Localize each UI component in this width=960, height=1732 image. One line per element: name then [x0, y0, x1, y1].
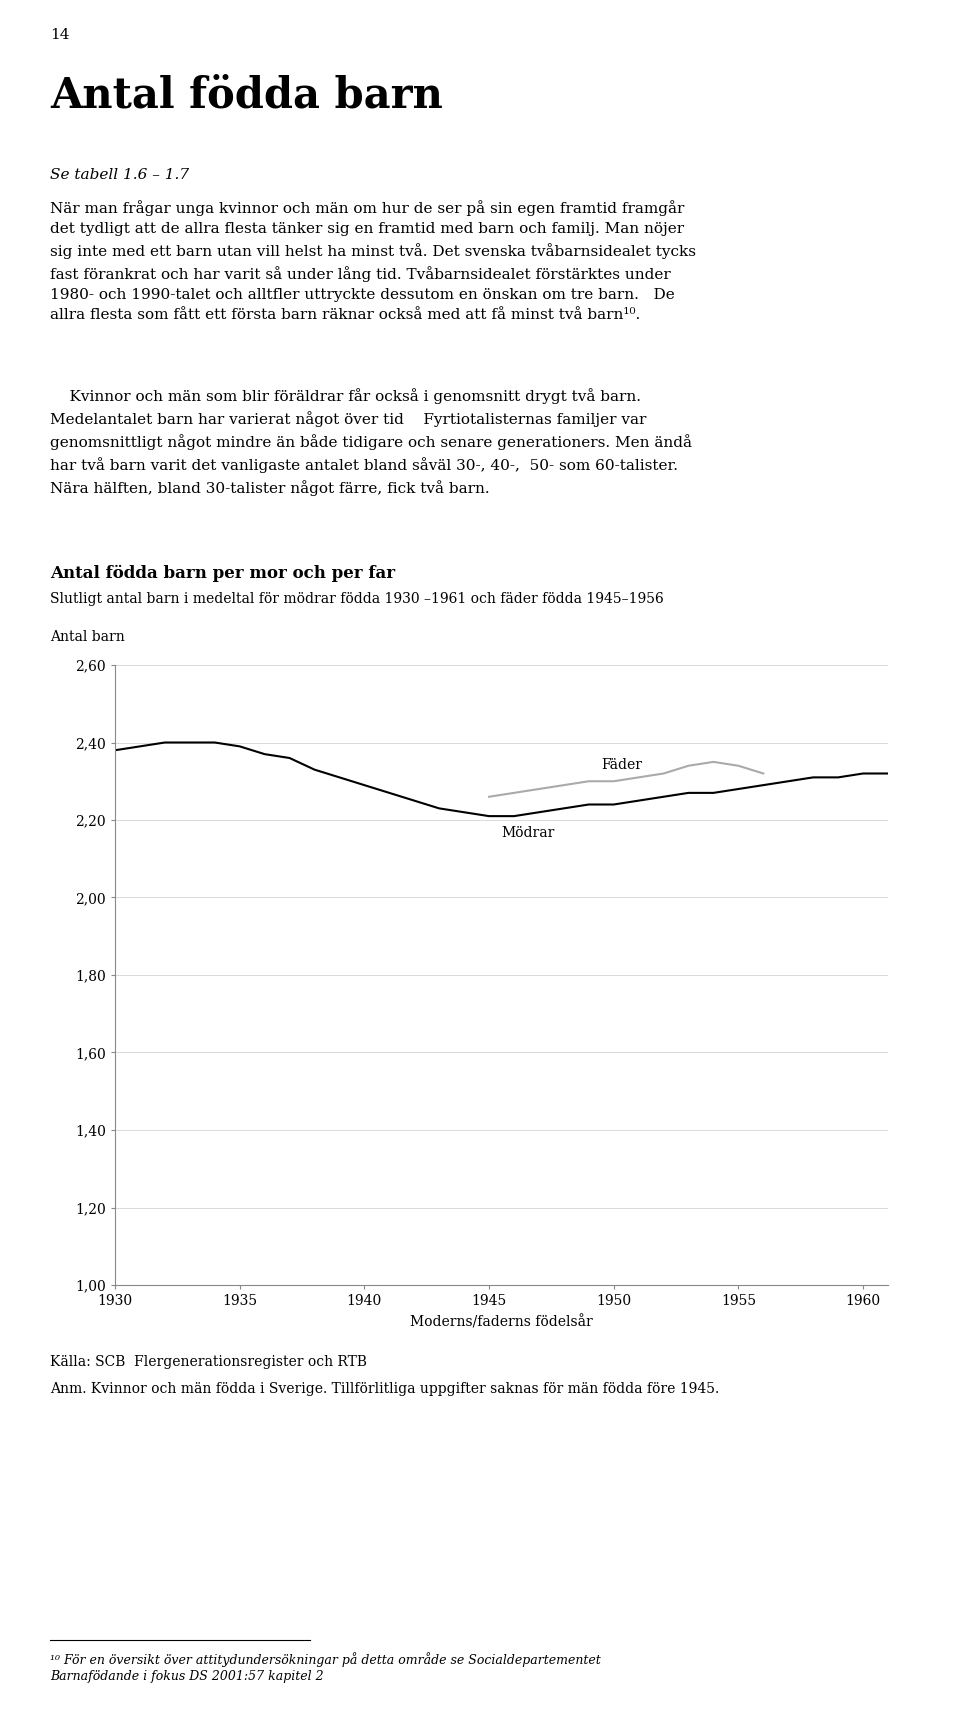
Text: Antal födda barn: Antal födda barn [50, 74, 443, 118]
Text: Mödrar: Mödrar [501, 826, 555, 840]
Text: 14: 14 [50, 28, 69, 42]
Text: Källa: SCB  Flergenerationsregister och RTB: Källa: SCB Flergenerationsregister och R… [50, 1354, 367, 1368]
Text: Fäder: Fäder [601, 757, 642, 771]
Text: Kvinnor och män som blir föräldrar får också i genomsnitt drygt två barn.
Medela: Kvinnor och män som blir föräldrar får o… [50, 388, 692, 495]
Text: Anm. Kvinnor och män födda i Sverige. Tillförlitliga uppgifter saknas för män fö: Anm. Kvinnor och män födda i Sverige. Ti… [50, 1382, 719, 1396]
Text: Se tabell 1.6 – 1.7: Se tabell 1.6 – 1.7 [50, 168, 189, 182]
Text: När man frågar unga kvinnor och män om hur de ser på sin egen framtid framgår
de: När man frågar unga kvinnor och män om h… [50, 199, 696, 322]
Text: Slutligt antal barn i medeltal för mödrar födda 1930 –1961 och fäder födda 1945–: Slutligt antal barn i medeltal för mödra… [50, 592, 663, 606]
Text: ¹⁰ För en översikt över attitydundersökningar på detta område se Socialdeparteme: ¹⁰ För en översikt över attitydundersökn… [50, 1652, 601, 1666]
Text: Barnafödande i fokus DS 2001:57 kapitel 2: Barnafödande i fokus DS 2001:57 kapitel … [50, 1670, 324, 1684]
Text: Antal barn: Antal barn [50, 630, 125, 644]
Text: Antal födda barn per mor och per far: Antal födda barn per mor och per far [50, 565, 396, 582]
Text: Moderns/faderns födelsår: Moderns/faderns födelsår [410, 1315, 593, 1330]
